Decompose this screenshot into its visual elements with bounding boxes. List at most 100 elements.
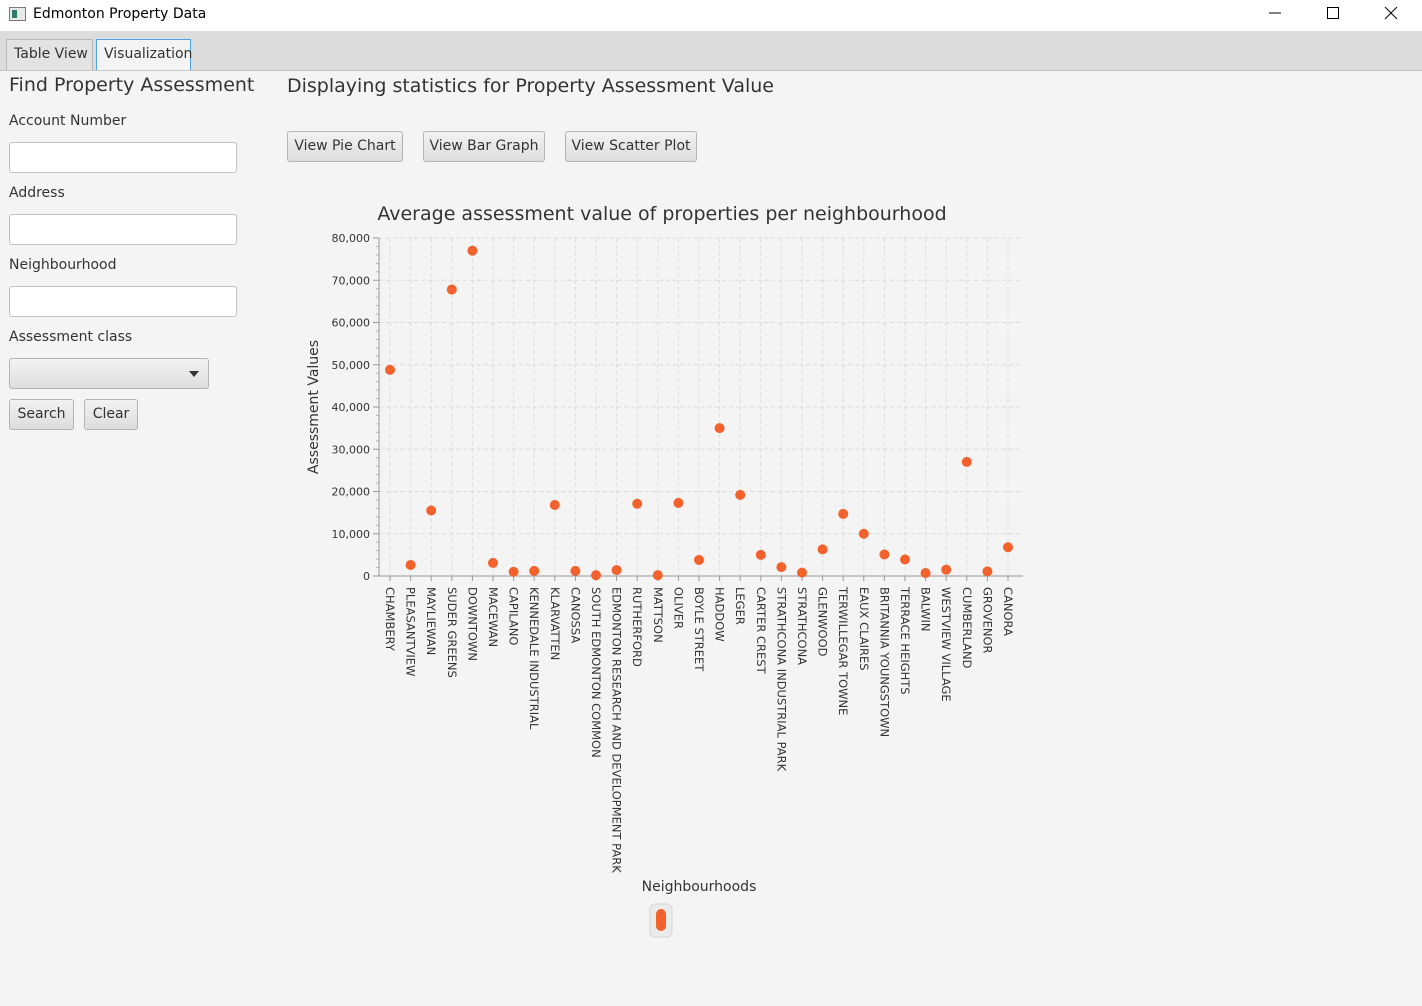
y-tick-label: 20,000 xyxy=(332,486,371,499)
data-point xyxy=(405,560,416,571)
data-point xyxy=(920,568,931,579)
data-point xyxy=(961,456,972,467)
x-category-label: CHAMBERY xyxy=(383,587,397,652)
x-category-label: STRATHCONA INDUSTRIAL PARK xyxy=(774,587,788,772)
data-point xyxy=(446,284,457,295)
x-category-label: KLARVATTEN xyxy=(548,587,562,660)
data-point xyxy=(941,564,952,575)
close-button[interactable] xyxy=(1362,0,1420,31)
x-axis-categories: CHAMBERY PLEASANTVIEW MAYLIEWAN SUDER GREEN… xyxy=(383,586,1015,873)
address-label: Address xyxy=(9,185,65,201)
data-point xyxy=(591,570,601,581)
data-point xyxy=(426,505,437,516)
view-pie-chart-button[interactable]: View Pie Chart xyxy=(287,131,403,162)
neighbourhood-label: Neighbourhood xyxy=(9,257,117,273)
data-point xyxy=(755,549,766,560)
x-category-label: STRATHCONA xyxy=(795,587,809,665)
data-point xyxy=(838,508,849,519)
data-point xyxy=(508,566,519,577)
x-category-label: SUDER GREENS xyxy=(445,587,459,678)
account-number-input[interactable] xyxy=(9,142,237,173)
x-category-label: MACEWAN xyxy=(486,587,500,647)
chart-axes xyxy=(373,237,1023,581)
neighbourhood-input[interactable] xyxy=(9,286,237,317)
x-category-label: EDMONTON RESEARCH AND DEVELOPMENT PARK xyxy=(610,587,624,873)
x-category-label: PLEASANTVIEW xyxy=(404,587,418,676)
chart-legend xyxy=(649,903,673,938)
tab-bar: Table View Visualization xyxy=(0,31,1422,71)
scatter-chart: Average assessment value of properties p… xyxy=(306,203,1023,938)
x-category-label: HADDOW xyxy=(713,587,727,642)
address-input[interactable] xyxy=(9,214,237,245)
y-tick-label: 50,000 xyxy=(332,359,371,372)
y-axis-ticks: 0 10,000 20,000 30,000 40,000 50,000 60,000 70,… xyxy=(332,232,371,583)
x-category-label: MAYLIEWAN xyxy=(424,587,438,655)
view-scatter-plot-button[interactable]: View Scatter Plot xyxy=(565,131,697,162)
minimize-button[interactable] xyxy=(1246,0,1304,31)
chart-grid xyxy=(379,237,1023,576)
data-point xyxy=(735,489,746,500)
data-point xyxy=(858,528,869,539)
chevron-down-icon xyxy=(189,371,199,377)
visualization-heading: Displaying statistics for Property Asses… xyxy=(287,75,774,97)
data-points xyxy=(385,245,1013,581)
x-category-label: GLENWOOD xyxy=(816,587,830,657)
data-point xyxy=(900,554,910,565)
app-icon xyxy=(9,7,26,21)
y-tick-label: 70,000 xyxy=(332,274,371,287)
search-panel-heading: Find Property Assessment xyxy=(9,74,255,96)
window-title-bar: Edmonton Property Data xyxy=(0,0,1422,31)
x-category-label: CARTER CREST xyxy=(754,587,768,675)
data-point xyxy=(714,423,725,434)
chart-title: Average assessment value of properties p… xyxy=(377,203,946,225)
data-point xyxy=(776,562,787,573)
x-category-label: CAPILANO xyxy=(507,587,521,645)
y-tick-label: 30,000 xyxy=(332,443,371,456)
assessment-class-label: Assessment class xyxy=(9,329,133,345)
x-category-label: BOYLE STREET xyxy=(692,587,706,672)
x-category-label: BRITANNIA YOUNGSTOWN xyxy=(877,587,891,737)
data-point xyxy=(632,498,643,509)
x-category-label: GROVENOR xyxy=(980,587,994,654)
account-number-label: Account Number xyxy=(9,113,127,129)
x-category-label: TERRACE HEIGHTS xyxy=(898,586,912,695)
assessment-class-select[interactable] xyxy=(9,358,209,389)
data-point xyxy=(694,554,704,565)
data-point xyxy=(549,500,560,511)
view-bar-graph-button[interactable]: View Bar Graph xyxy=(423,131,545,162)
x-category-label: CANORA xyxy=(1001,587,1015,636)
clear-button[interactable]: Clear xyxy=(84,399,138,430)
data-point xyxy=(797,567,807,578)
y-tick-label: 0 xyxy=(363,570,370,583)
y-tick-label: 10,000 xyxy=(332,528,371,541)
x-category-label: WESTVIEW VILLAGE xyxy=(939,587,953,702)
legend-symbol xyxy=(656,909,666,931)
tab-table-view[interactable]: Table View xyxy=(6,39,93,70)
data-point xyxy=(529,565,540,576)
data-point xyxy=(570,565,581,576)
x-category-label: LEGER xyxy=(733,587,747,625)
tab-visualization[interactable]: Visualization xyxy=(96,39,192,70)
data-point xyxy=(652,570,663,581)
x-category-label: TERWILLEGAR TOWNE xyxy=(836,586,850,715)
data-point xyxy=(879,549,890,560)
close-icon xyxy=(1384,7,1398,20)
y-tick-label: 60,000 xyxy=(332,317,371,330)
data-point xyxy=(611,565,622,576)
maximize-button[interactable] xyxy=(1304,0,1362,31)
x-category-label: CANOSSA xyxy=(568,587,582,643)
data-point xyxy=(982,566,993,577)
minimize-icon xyxy=(1269,12,1281,14)
window-title: Edmonton Property Data xyxy=(33,6,207,22)
search-button[interactable]: Search xyxy=(9,399,74,430)
x-category-label: MATTSON xyxy=(651,587,665,643)
data-point xyxy=(817,544,828,555)
data-point xyxy=(673,497,684,508)
data-point xyxy=(385,364,395,375)
x-category-label: BALWIN xyxy=(919,587,933,631)
y-tick-label: 80,000 xyxy=(332,232,371,245)
x-category-label: DOWNTOWN xyxy=(465,587,479,661)
x-category-label: KENNEDALE INDUSTRIAL xyxy=(527,587,541,730)
x-category-label: EAUX CLAIRES xyxy=(857,587,871,671)
y-tick-label: 40,000 xyxy=(332,401,371,414)
